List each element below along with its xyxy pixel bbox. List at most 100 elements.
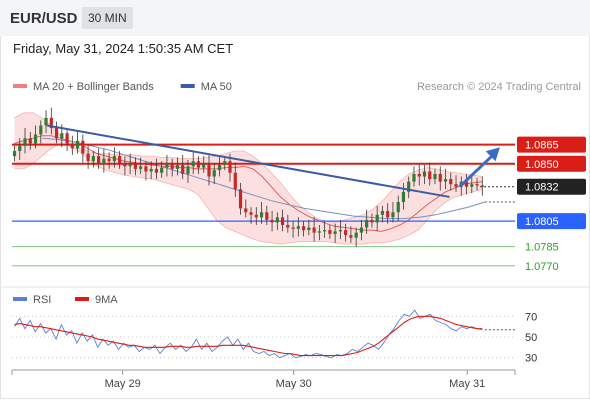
- candle-body: [33, 134, 38, 144]
- candle-body: [65, 133, 69, 144]
- last-price-label: 1.0832: [525, 182, 559, 194]
- bollinger-lower-line: [14, 142, 483, 245]
- support-label-4: 1.0785: [525, 242, 559, 254]
- candle-body: [181, 165, 185, 174]
- candle-body: [291, 227, 295, 229]
- candle-body: [480, 185, 484, 187]
- forecast-arrow-shaft: [458, 153, 495, 188]
- candle-body: [207, 163, 211, 177]
- candle-body: [238, 189, 243, 209]
- rsi-legend-swatch-1: [75, 297, 89, 301]
- bollinger-upper-line: [14, 112, 483, 223]
- rsi-series-9ma: [14, 315, 483, 357]
- candle-body: [433, 173, 437, 180]
- candle-body: [333, 231, 337, 234]
- chart-datetime: Friday, May 31, 2024 1:50:35 AM CET: [13, 41, 234, 56]
- candle-body: [44, 117, 48, 126]
- candle-body: [401, 191, 406, 203]
- candle-body: [70, 143, 74, 149]
- candle-body: [412, 173, 416, 182]
- candle-body: [307, 227, 311, 231]
- candle-body: [391, 212, 395, 218]
- candle-body: [454, 184, 458, 187]
- candle-body: [365, 219, 369, 228]
- candle-body: [286, 224, 290, 228]
- candle-body: [86, 153, 90, 162]
- candle-body: [154, 168, 159, 173]
- candle-body: [312, 227, 316, 233]
- candle-body: [359, 227, 364, 233]
- candle-body: [328, 230, 332, 234]
- candle-body: [475, 184, 479, 186]
- chart-header: EUR/USD 30 MIN: [0, 0, 590, 36]
- x-tick-label-2: May 31: [449, 378, 485, 390]
- resistance-tag-1: [517, 155, 586, 172]
- candle-body: [370, 219, 374, 223]
- timeframe-badge[interactable]: 30 MIN: [82, 7, 133, 29]
- candle-body: [443, 179, 448, 182]
- candle-body: [417, 173, 421, 177]
- candle-body: [133, 163, 138, 169]
- candle-body: [18, 145, 22, 152]
- x-tick-label-1: May 30: [276, 378, 312, 390]
- candle-body: [301, 226, 306, 231]
- candle-body: [212, 170, 216, 177]
- candle-body: [349, 235, 353, 238]
- candle-body: [81, 140, 85, 154]
- candle-body: [202, 163, 206, 168]
- candle-body: [254, 214, 258, 218]
- candle-body: [464, 181, 469, 187]
- candle-body: [75, 140, 80, 149]
- candle-body: [354, 232, 358, 238]
- candle-body: [196, 161, 201, 168]
- candle-body: [233, 172, 237, 190]
- legend-label-0: MA 20 + Bollinger Bands: [33, 81, 154, 93]
- candle-body: [118, 156, 122, 164]
- legend-label-1: MA 50: [201, 81, 232, 93]
- candle-body: [165, 163, 169, 168]
- candle-body: [112, 156, 116, 162]
- candle-body: [223, 161, 227, 166]
- last-price-tag: [517, 178, 586, 195]
- candle-body: [228, 161, 232, 173]
- trendline-0: [47, 124, 450, 198]
- candle-body: [270, 219, 274, 223]
- chart-credit: Research © 2024 Trading Central: [417, 81, 581, 93]
- pivot-tag-3: [517, 213, 586, 230]
- candle-body: [338, 230, 342, 232]
- ma50-line: [42, 137, 485, 220]
- candle-body: [39, 125, 43, 135]
- candle-body: [186, 166, 190, 174]
- instrument-title: EUR/USD: [10, 10, 78, 27]
- resistance-tag-0: [517, 136, 586, 153]
- candle-body: [139, 166, 143, 169]
- forecast-arrow-head: [485, 147, 500, 162]
- resistance-label-1: 1.0850: [525, 159, 559, 171]
- rsi-series-rsi: [14, 309, 483, 359]
- x-tick-label-0: May 29: [105, 378, 141, 390]
- candle-body: [191, 161, 195, 167]
- candle-body: [12, 151, 17, 157]
- legend-swatch-0: [13, 84, 27, 88]
- candle-body: [296, 226, 300, 229]
- pivot-label-3: 1.0805: [525, 216, 559, 228]
- candle-body: [386, 210, 390, 218]
- candle-body: [396, 202, 400, 213]
- candle-body: [28, 138, 32, 144]
- candle-body: [449, 179, 453, 185]
- legend-swatch-1: [180, 84, 195, 88]
- candle-body: [244, 208, 248, 213]
- resistance-label-0: 1.0865: [525, 140, 559, 152]
- candle-body: [97, 156, 101, 164]
- rsi-tick-2: 30: [525, 353, 537, 365]
- candle-body: [102, 158, 106, 164]
- candle-body: [149, 168, 153, 172]
- rsi-tick-0: 70: [525, 311, 537, 323]
- candle-body: [123, 163, 127, 167]
- rsi-tick-1: 50: [525, 332, 537, 344]
- rsi-legend-label-1: 9MA: [95, 294, 118, 306]
- candle-body: [407, 181, 411, 192]
- candle-body: [380, 210, 385, 215]
- rsi-legend-label-0: RSI: [33, 294, 51, 306]
- candle-body: [170, 163, 174, 169]
